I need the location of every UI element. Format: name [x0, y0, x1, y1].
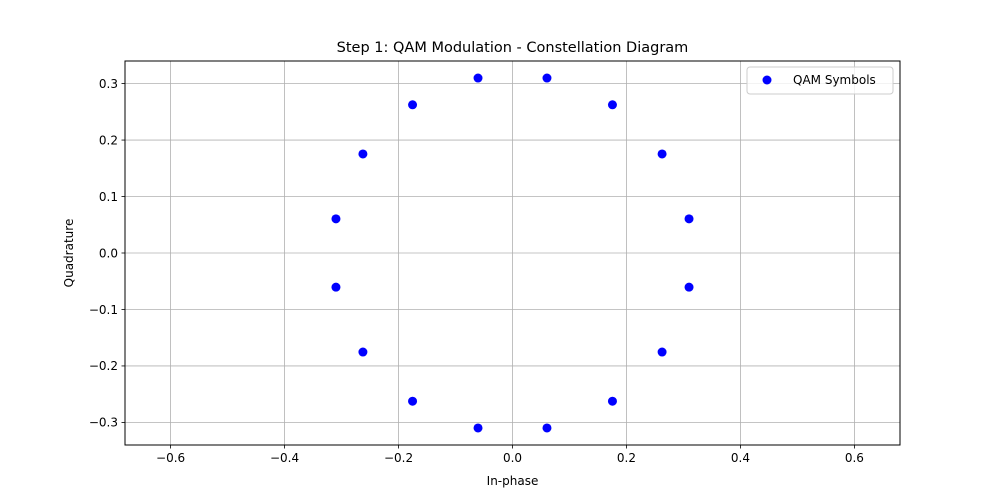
qam-symbol-point [607, 100, 617, 110]
x-tick-label: −0.6 [156, 451, 185, 465]
x-tick-label: −0.2 [384, 451, 413, 465]
y-tick-label: −0.2 [89, 359, 118, 373]
y-tick-label: 0.3 [99, 77, 118, 91]
y-tick-label: 0.0 [99, 246, 118, 260]
grid [125, 61, 900, 445]
qam-symbol-point [607, 396, 617, 406]
axes: −0.6 −0.4 −0.2 0.0 0.2 0.4 0.6 −0.3 −0.2 −0.1 0.0 0… [89, 77, 864, 465]
data-points [331, 73, 694, 433]
qam-symbol-point [473, 73, 483, 83]
qam-symbol-point [358, 149, 368, 159]
qam-symbol-point [657, 149, 667, 159]
qam-symbol-point [684, 282, 694, 292]
legend-label: QAM Symbols [793, 73, 876, 87]
qam-symbol-point [408, 100, 418, 110]
y-tick-label: 0.2 [99, 133, 118, 147]
qam-symbol-point [473, 423, 483, 433]
x-tick-label: 0.2 [617, 451, 636, 465]
legend-marker [762, 75, 772, 85]
x-tick-label: 0.0 [503, 451, 522, 465]
qam-symbol-point [657, 347, 667, 357]
x-tick-label: 0.4 [731, 451, 750, 465]
qam-symbol-point [358, 347, 368, 357]
y-tick-label: −0.3 [89, 416, 118, 430]
y-axis-label: Quadrature [62, 219, 76, 288]
qam-symbol-point [542, 423, 552, 433]
x-tick-label: −0.4 [270, 451, 299, 465]
qam-symbol-point [331, 282, 341, 292]
chart-title: Step 1: QAM Modulation - Constellation D… [337, 40, 689, 56]
y-tick-label: 0.1 [99, 190, 118, 204]
qam-symbol-point [408, 396, 418, 406]
legend: QAM Symbols [746, 66, 894, 95]
y-tick-label: −0.1 [89, 303, 118, 317]
qam-symbol-point [684, 214, 694, 224]
x-axis-label: In-phase [487, 474, 539, 488]
qam-symbol-point [542, 73, 552, 83]
legend-box [746, 66, 894, 95]
x-tick-label: 0.6 [845, 451, 864, 465]
qam-symbol-point [331, 214, 341, 224]
